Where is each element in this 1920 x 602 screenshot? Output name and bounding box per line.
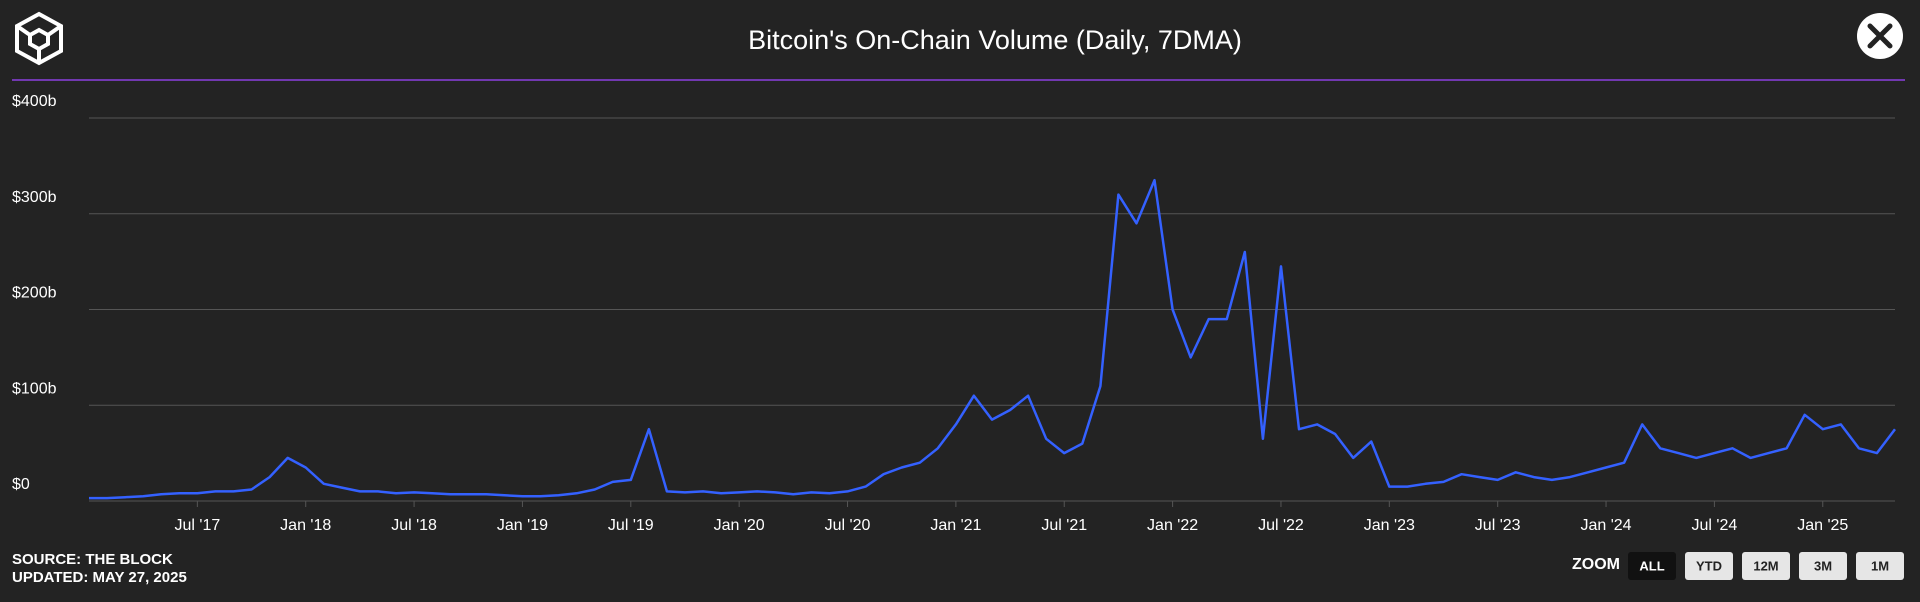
y-tick-label: $300b	[12, 189, 57, 206]
zoom-button[interactable]: YTD	[1685, 552, 1733, 580]
y-tick-label: $0	[12, 476, 30, 493]
zoom-button[interactable]: 1M	[1856, 552, 1904, 580]
zoom-label: ZOOM	[1572, 556, 1620, 573]
x-tick-label: Jul '22	[1258, 517, 1304, 534]
zoom-button-bg	[1856, 552, 1904, 580]
logo	[15, 11, 63, 66]
x-tick-label: Jul '23	[1475, 517, 1521, 534]
x-tick-label: Jan '20	[714, 517, 765, 534]
zoom-button-label: YTD	[1696, 558, 1722, 573]
zoom-button-label: 3M	[1814, 558, 1832, 573]
x-tick-label: Jan '21	[930, 517, 981, 534]
x-tick-label: Jul '24	[1692, 517, 1738, 534]
updated: UPDATED: MAY 27, 2025	[12, 569, 187, 586]
y-tick-label: $200b	[12, 285, 57, 302]
zoom-button[interactable]: 3M	[1799, 552, 1847, 580]
chart-title: Bitcoin's On-Chain Volume (Daily, 7DMA)	[748, 25, 1242, 55]
x-tick-label: Jul '19	[608, 517, 654, 534]
x-tick-label: Jan '18	[280, 517, 331, 534]
zoom-button[interactable]: 12M	[1742, 552, 1790, 580]
x-tick-label: Jan '22	[1147, 517, 1198, 534]
zoom-button[interactable]: ALL	[1628, 552, 1676, 580]
x-tick-label: Jan '24	[1580, 517, 1631, 534]
x-tick-label: Jul '18	[391, 517, 437, 534]
y-tick-label: $100b	[12, 380, 57, 397]
x-tick-label: Jul '21	[1041, 517, 1087, 534]
close-button[interactable]	[1857, 13, 1903, 59]
series-line	[89, 178, 1896, 500]
source: SOURCE: THE BLOCK	[12, 551, 173, 568]
y-tick-label: $400b	[12, 93, 57, 110]
zoom-button-bg	[1799, 552, 1847, 580]
zoom-button-bg	[1742, 552, 1790, 580]
zoom-button-bg	[1628, 552, 1676, 580]
x-tick-label: Jul '17	[174, 517, 220, 534]
zoom-button-label: 12M	[1753, 558, 1778, 573]
zoom-button-bg	[1685, 552, 1733, 580]
x-tick-label: Jan '23	[1364, 517, 1415, 534]
zoom-button-label: ALL	[1639, 558, 1664, 573]
x-tick-label: Jul '20	[825, 517, 871, 534]
zoom-button-label: 1M	[1871, 558, 1889, 573]
x-tick-label: Jan '25	[1797, 517, 1848, 534]
x-tick-label: Jan '19	[497, 517, 548, 534]
